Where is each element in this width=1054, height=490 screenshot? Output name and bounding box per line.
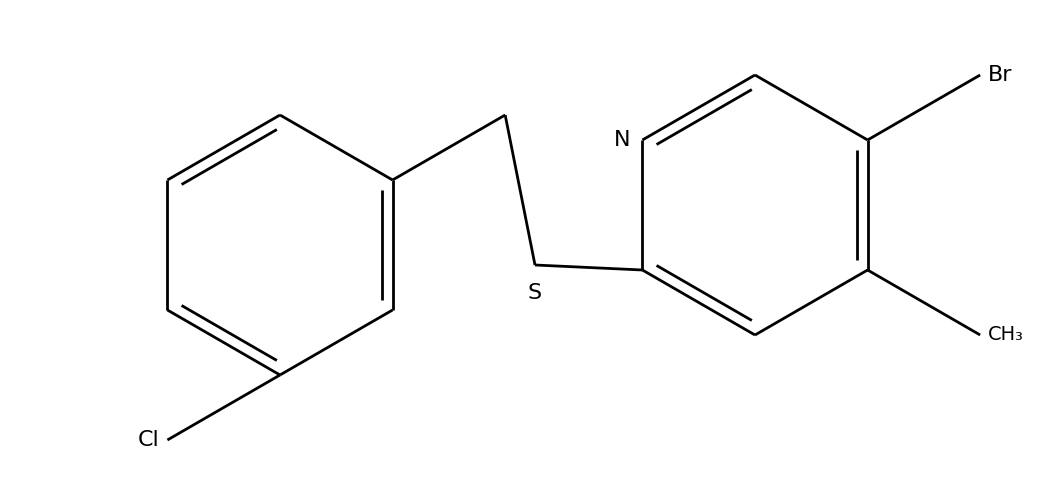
Text: Cl: Cl: [138, 430, 159, 450]
Text: S: S: [528, 283, 542, 303]
Text: CH₃: CH₃: [989, 325, 1024, 344]
Text: Br: Br: [989, 65, 1013, 85]
Text: N: N: [613, 130, 630, 150]
